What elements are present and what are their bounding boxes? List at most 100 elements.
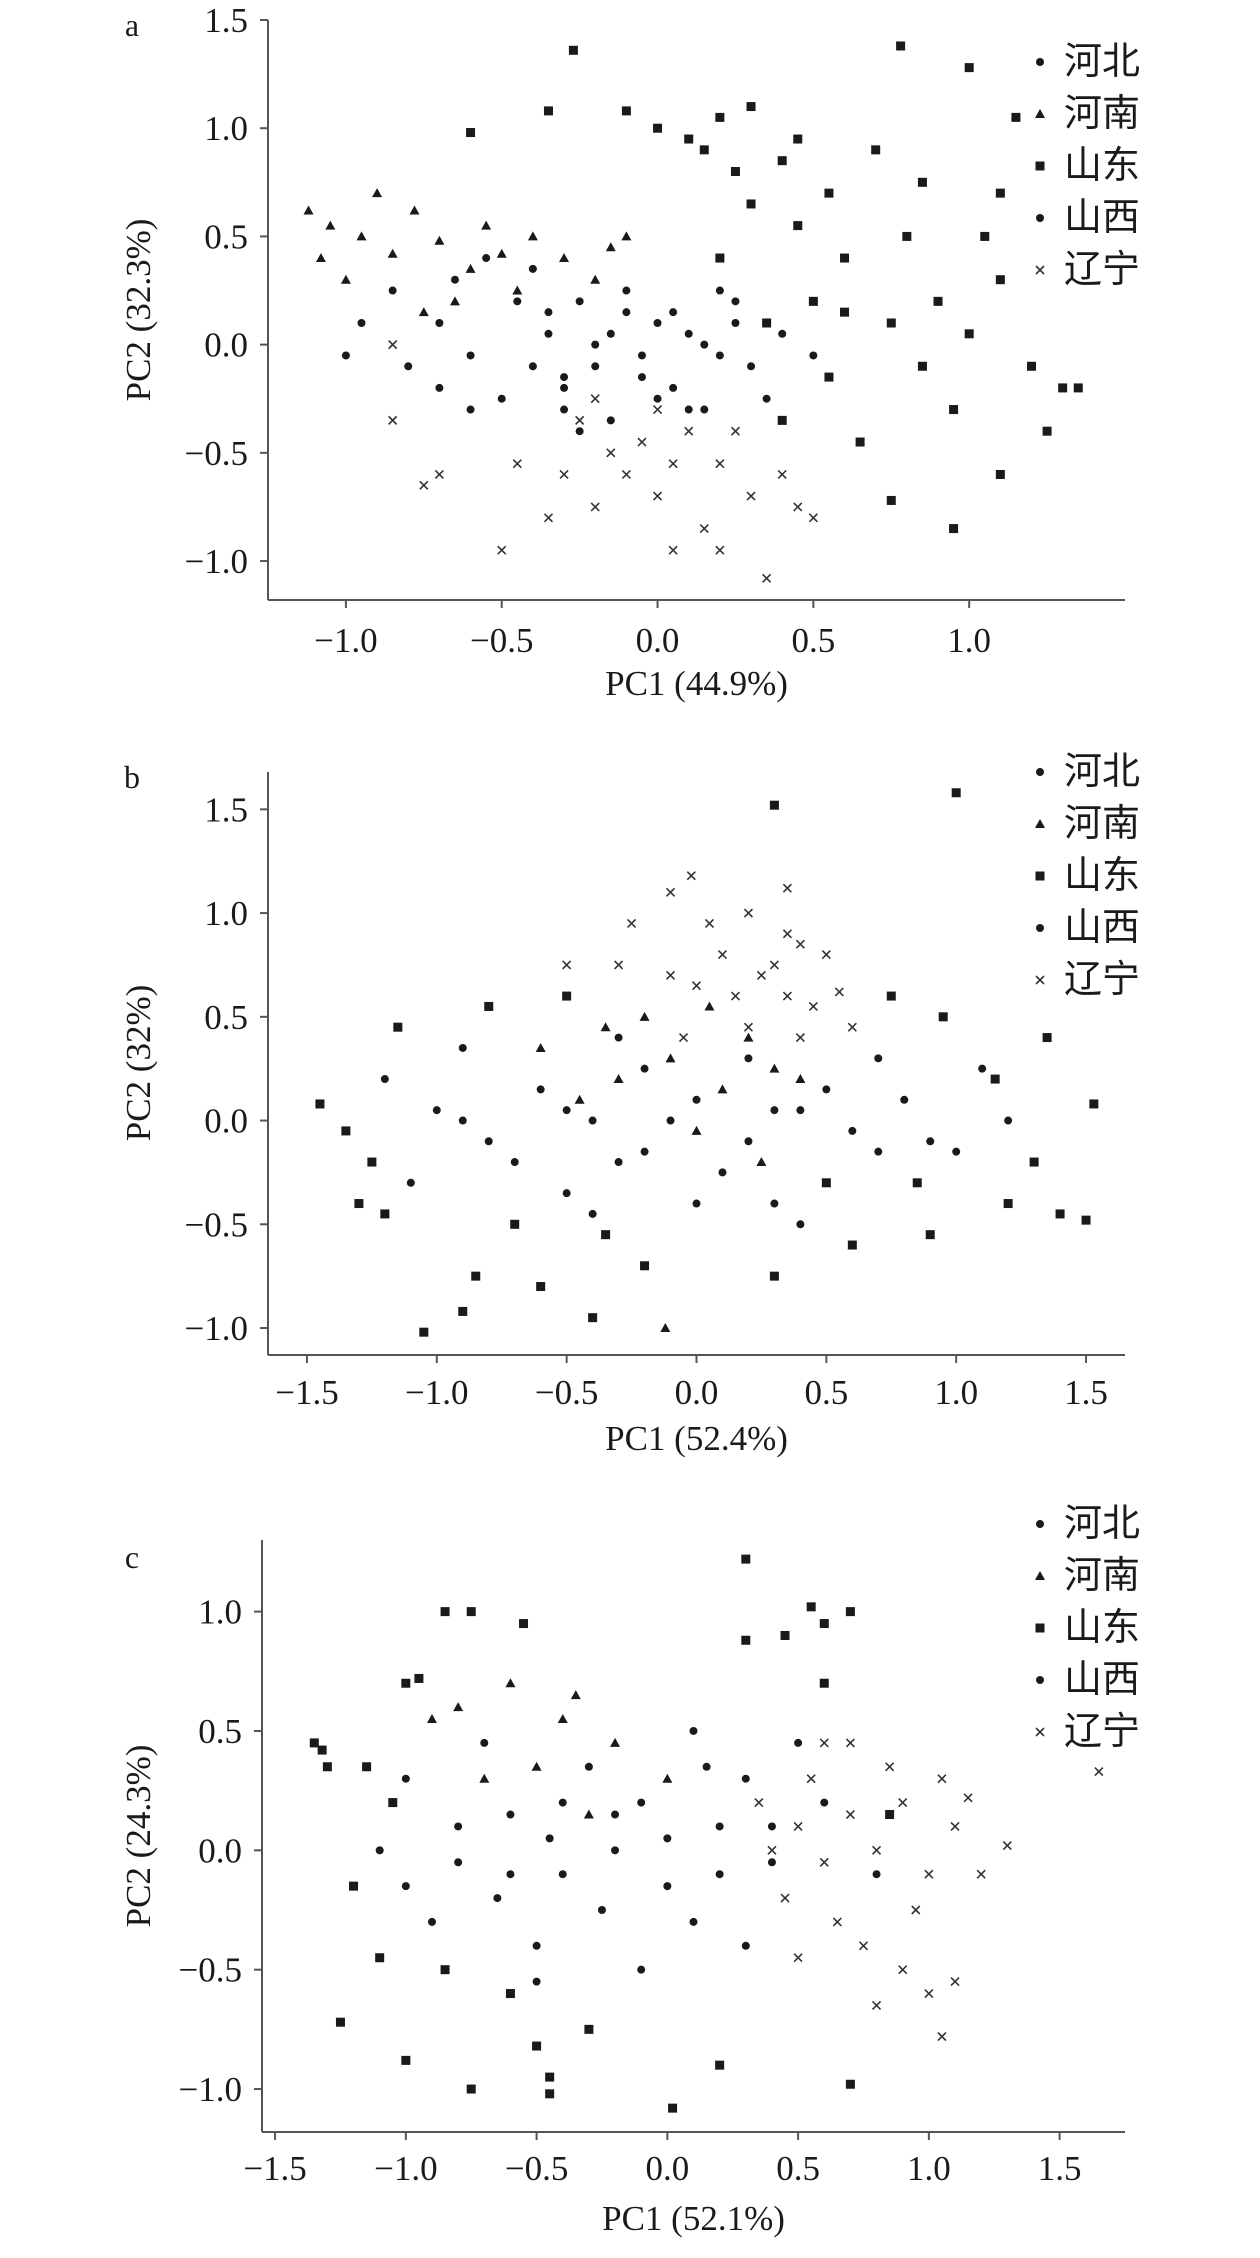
data-point (756, 1157, 767, 1167)
data-point (660, 1323, 671, 1333)
data-point (559, 253, 570, 263)
x-tick-label: 0.5 (791, 621, 835, 660)
legend-marker (1036, 1676, 1044, 1684)
data-point (512, 285, 523, 295)
data-point (950, 1821, 960, 1832)
data-point (731, 297, 740, 306)
scatter-panel-a: a −1.0 −0.5 0.0 0.5 1.0 1.5 −1.0 −0.5 0.0 0.5 1.0 PC… (119, 1, 1140, 703)
data-point (747, 362, 756, 371)
data-point (793, 134, 803, 144)
data-point (512, 459, 522, 469)
data-point (367, 1157, 377, 1167)
data-point (380, 1075, 389, 1084)
legend-marker (1035, 109, 1045, 118)
data-point (322, 1762, 332, 1772)
data-point (414, 1673, 424, 1683)
data-point (354, 1199, 364, 1209)
data-point (847, 1240, 857, 1250)
legend-label: 山东 (1064, 145, 1140, 187)
data-point (613, 1074, 624, 1084)
data-point (388, 286, 397, 295)
data-point (715, 286, 724, 295)
data-point (715, 253, 725, 263)
y-tick-label: 0.5 (204, 217, 248, 256)
legend-label: 山西 (1064, 197, 1140, 239)
data-point (653, 394, 662, 403)
x-tick-label: −0.5 (470, 621, 534, 660)
data-point (584, 2024, 594, 2034)
data-point (531, 1761, 542, 1771)
data-point (933, 296, 943, 306)
data-point (699, 524, 709, 534)
data-point (434, 235, 445, 245)
data-point (465, 263, 476, 273)
data-point (606, 329, 615, 338)
data-point (794, 1738, 803, 1747)
data-point (409, 205, 420, 215)
data-point (497, 394, 506, 403)
data-point (406, 1178, 415, 1187)
data-point (497, 545, 507, 555)
x-tick-label: 0.5 (804, 1373, 848, 1412)
data-point (532, 2041, 542, 2051)
data-point (536, 1282, 546, 1292)
data-point (458, 1043, 467, 1052)
data-point (718, 1168, 727, 1177)
data-point (388, 340, 398, 350)
data-point (1055, 1209, 1065, 1219)
data-point (653, 318, 662, 327)
data-point (871, 1845, 882, 1855)
legend-marker (1035, 1623, 1045, 1633)
data-point (1002, 1840, 1012, 1851)
data-point (432, 1106, 441, 1115)
data-point (822, 1085, 831, 1094)
y-tick-label: 0.0 (204, 1102, 248, 1141)
data-point (315, 1099, 325, 1109)
data-point (848, 1126, 857, 1135)
data-point (375, 1953, 385, 1963)
data-point (545, 2089, 555, 2099)
data-point (995, 188, 1005, 198)
data-point (689, 1726, 698, 1735)
y-tick-label: 1.0 (198, 1593, 242, 1632)
data-point (754, 1798, 764, 1808)
data-point (678, 1033, 689, 1043)
data-point (562, 991, 572, 1001)
data-point (543, 106, 553, 116)
panel-letter: b (124, 759, 140, 795)
data-point (782, 991, 792, 1001)
series-2 (315, 788, 1099, 1337)
data-point (584, 1762, 593, 1771)
data-point (471, 1271, 481, 1281)
data-point (665, 970, 676, 980)
legend-label: 河北 (1064, 751, 1140, 793)
data-point (665, 1053, 676, 1063)
data-point (356, 231, 367, 241)
data-point (924, 1988, 934, 1999)
data-point (362, 1762, 372, 1772)
data-point (544, 329, 553, 338)
y-tick-label: −0.5 (185, 1205, 249, 1244)
data-point (715, 1822, 724, 1831)
x-tick-label: 1.5 (1064, 1373, 1108, 1412)
data-point (770, 1106, 779, 1115)
data-point (588, 1209, 597, 1218)
legend-marker (1035, 1727, 1045, 1737)
data-point (401, 1774, 410, 1783)
data-point (663, 1882, 672, 1891)
data-point (480, 1738, 489, 1747)
y-tick-label: −1.0 (179, 2070, 243, 2109)
x-tick-label: 0.5 (776, 2149, 820, 2188)
data-point (949, 405, 959, 415)
data-point (951, 788, 961, 798)
data-point (614, 1033, 623, 1042)
data-point (435, 318, 444, 327)
data-point (778, 329, 787, 338)
data-point (315, 253, 326, 263)
series-4 (562, 871, 857, 1043)
x-tick-label: −1.5 (243, 2149, 307, 2188)
series-0 (380, 1033, 1013, 1208)
data-point (590, 394, 600, 404)
y-tick-label: −0.5 (179, 1951, 243, 1990)
data-point (938, 1012, 948, 1022)
